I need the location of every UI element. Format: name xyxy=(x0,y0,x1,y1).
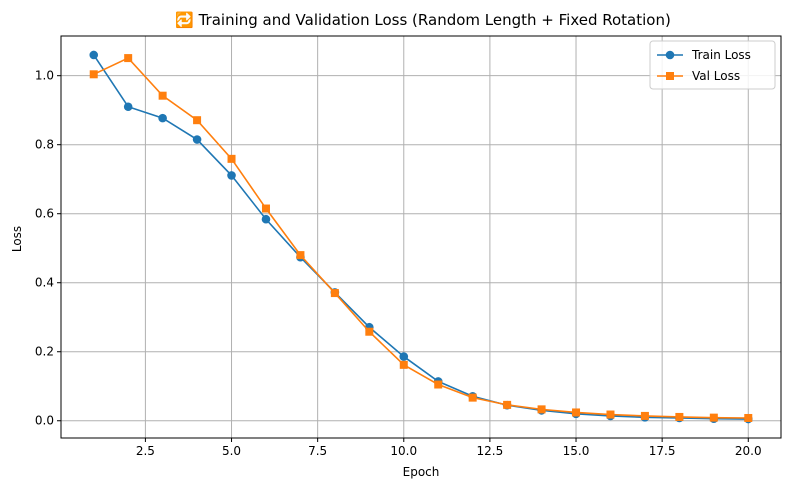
x-tick-label: 15.0 xyxy=(563,444,590,458)
train-loss-point xyxy=(261,214,271,224)
series-layer xyxy=(89,50,753,424)
val-loss-point xyxy=(640,411,649,420)
val-loss-point xyxy=(296,251,305,260)
x-tick-label: 17.5 xyxy=(649,444,676,458)
x-tick-label: 5.0 xyxy=(222,444,241,458)
train-loss-point xyxy=(158,113,167,123)
val-loss-line xyxy=(93,57,749,419)
val-loss-point xyxy=(572,408,581,417)
x-tick-label: 2.5 xyxy=(136,444,155,458)
val-loss-point xyxy=(709,413,718,422)
legend-item-train-loss: Train Loss xyxy=(657,48,751,62)
legend-label-train-loss: Train Loss xyxy=(691,48,751,62)
y-tick-label: 0.6 xyxy=(35,207,54,221)
val-loss-point xyxy=(434,380,443,389)
train-loss-point xyxy=(227,171,236,180)
val-loss-point xyxy=(744,413,753,422)
legend-marker-val-loss xyxy=(666,72,674,80)
train-loss-point xyxy=(192,135,202,144)
legend-box xyxy=(649,40,776,90)
val-loss-point xyxy=(158,91,167,100)
train-loss-point xyxy=(399,352,409,361)
y-tick-label: 0.2 xyxy=(35,345,54,359)
y-tick-label: 0.0 xyxy=(35,414,54,428)
val-loss-point xyxy=(227,154,236,163)
val-loss-point xyxy=(330,289,339,298)
val-loss-point xyxy=(261,204,270,213)
val-loss-point xyxy=(89,70,98,79)
train-loss-line xyxy=(93,54,749,420)
y-tick-label: 1.0 xyxy=(35,69,54,83)
y-axis-label: Loss xyxy=(10,226,24,252)
legend-item-val-loss: Val Loss xyxy=(657,69,740,83)
x-tick-label: 10.0 xyxy=(390,444,417,458)
y-tick-label: 0.8 xyxy=(35,138,54,152)
val-loss-point xyxy=(193,116,202,125)
val-loss-point xyxy=(468,393,477,402)
chart-title: 🔁 Training and Validation Loss (Random L… xyxy=(175,11,671,29)
train-loss-point xyxy=(123,102,133,112)
legend-marker-train-loss xyxy=(665,50,675,60)
series-val-loss xyxy=(89,54,753,422)
train-loss-point xyxy=(89,50,99,60)
val-loss-point xyxy=(503,400,512,409)
ticks: 2.5 5.0 7.5 10.0 12.5 15.0 17.5 20.0 0.0 0.2 0.4 0.… xyxy=(35,69,762,458)
val-loss-point xyxy=(399,360,408,369)
x-tick-label: 20.0 xyxy=(735,444,762,458)
legend: Train Loss Val Loss xyxy=(649,40,776,90)
legend-label-val-loss: Val Loss xyxy=(692,69,740,83)
val-loss-point xyxy=(606,410,615,419)
grid xyxy=(61,36,781,438)
x-axis-label: Epoch xyxy=(403,465,440,479)
val-loss-point xyxy=(537,405,546,414)
y-tick-label: 0.4 xyxy=(35,276,54,290)
x-tick-label: 12.5 xyxy=(477,444,504,458)
plot-frame xyxy=(60,35,782,439)
val-loss-point xyxy=(124,54,133,63)
val-loss-point xyxy=(365,327,374,336)
val-loss-point xyxy=(675,412,684,421)
x-tick-label: 7.5 xyxy=(308,444,327,458)
